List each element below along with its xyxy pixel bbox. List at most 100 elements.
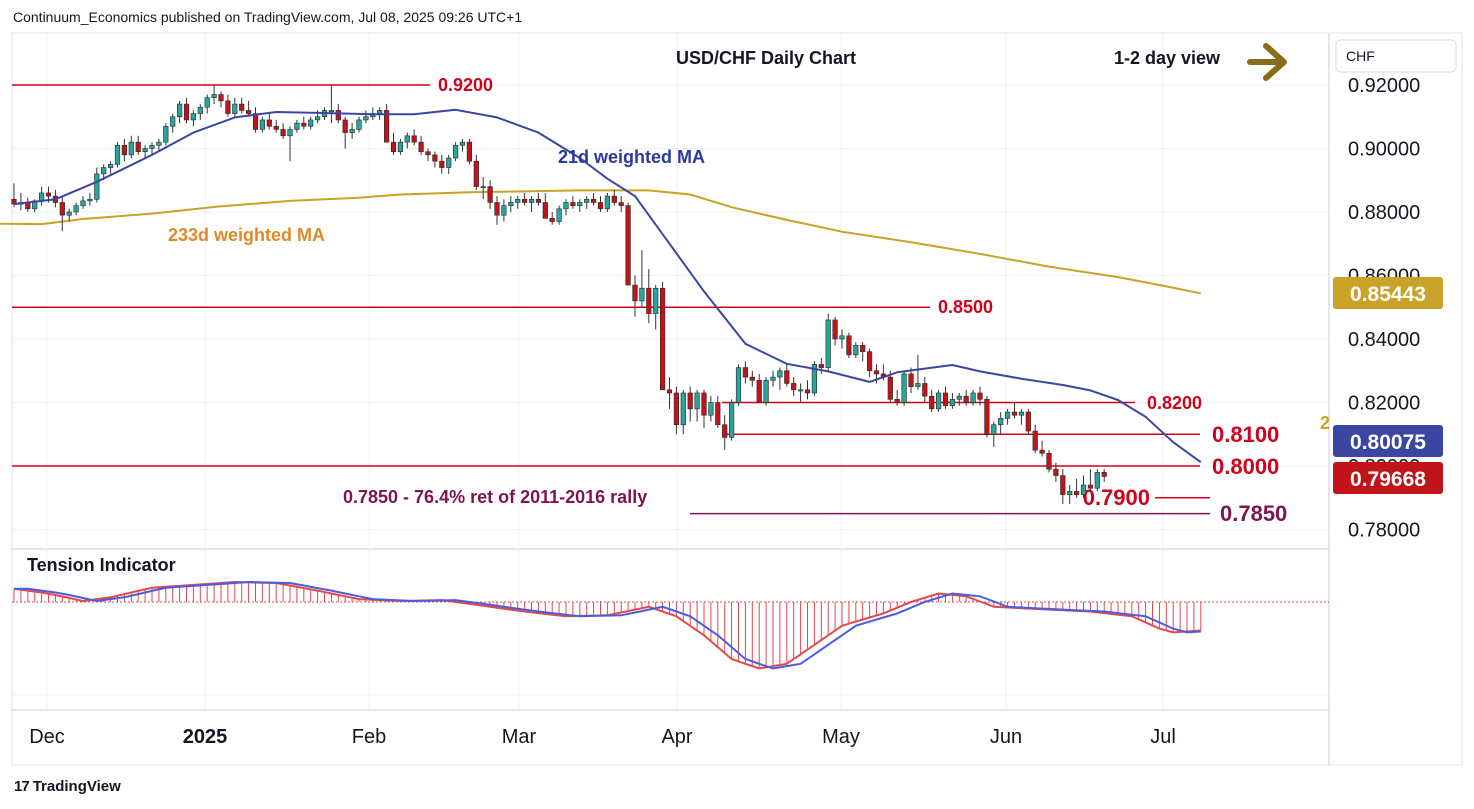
candle-body [998,418,1004,426]
chart-frame [11,32,1463,766]
candle-body [722,424,728,438]
indicator-blue-line [14,580,1201,670]
candle-body [459,141,466,146]
candle-body [363,116,369,121]
y-tick-label: 0.92000 [1348,75,1420,97]
candle-body [432,154,438,162]
candle-body [135,141,141,152]
candle-body [715,402,721,426]
candle-body [1080,484,1087,495]
candle-body [480,186,486,189]
candle-body [1101,472,1107,477]
candle-body [963,395,969,403]
candle-body [1053,468,1059,476]
tradingview-mark-icon: 17 [14,778,30,795]
level-label: 0.7900 [1083,485,1150,510]
candle-body [390,141,397,152]
candle-body [80,200,86,206]
candle-body [1094,472,1100,489]
x-tick-label: Feb [352,726,386,748]
x-tick-label: 2025 [183,726,228,748]
y-tick-label: 0.84000 [1348,329,1420,351]
candle-body [439,160,445,168]
candle-body [577,202,583,206]
price-badge-label: 0.85443 [1350,283,1426,306]
candle-body [825,319,831,368]
candle-body [1025,411,1031,432]
candle-body [232,103,238,114]
candles-group [11,85,1107,505]
currency-box[interactable] [1335,39,1457,73]
x-tick-label: Jul [1150,726,1176,748]
price-badge-label: 0.80075 [1350,431,1426,454]
candle-body [735,367,742,403]
candle-body [922,383,928,397]
candle-body [204,97,210,108]
candle-body [915,383,921,387]
candle-body [211,94,217,99]
candle-body [101,167,107,175]
level-label: 0.8200 [1147,393,1202,413]
candle-body [197,106,203,114]
candle-body [1032,430,1038,451]
candle-body [625,205,631,286]
candle-body [280,129,286,137]
price-badge [1333,425,1443,457]
candle-body [542,202,548,219]
candle-body [970,392,976,403]
candle-body [266,119,272,127]
candle-body [777,370,783,378]
candle-body [508,202,514,206]
candle-body [984,399,990,435]
candle-body [259,119,266,130]
indicator-title: Tension Indicator [27,555,176,575]
candle-body [611,195,617,203]
candle-body [701,392,707,416]
candle-body [328,110,335,112]
candle-body [342,119,348,133]
candle-body [528,199,535,203]
x-tick-label: Dec [29,726,65,748]
ma21-line-group [13,108,1202,464]
y-tick-label: 0.78000 [1348,520,1420,542]
candle-body [763,379,769,403]
candle-body [784,370,790,384]
ma21-line [13,108,1202,464]
candle-body [170,116,176,127]
candle-body [239,103,245,111]
candle-body [356,119,362,130]
candle-body [94,173,100,200]
candle-body [860,345,866,353]
candle-body [487,186,493,203]
levels-group: 0.9200 0.8500 0.8200 0.8100 0.8000 0.7900 0.78… [12,75,1287,526]
level-label: 0.8000 [1212,454,1279,479]
candle-body [646,287,652,314]
candle-body [163,125,169,143]
candle-body [549,218,555,222]
tradingview-logo[interactable]: 17 TradingView [14,778,121,795]
candle-body [853,345,859,356]
candle-body [666,389,673,394]
publisher-line: Continuum_Economics published on Trading… [13,9,523,25]
candle-body [149,145,155,149]
candle-body [556,208,562,222]
candle-body [742,367,748,378]
candle-body [349,129,355,133]
candle-body [659,287,666,391]
candle-body [791,383,797,391]
candle-body [252,113,259,130]
candle-body [887,376,893,400]
candle-body [832,319,838,340]
candle-body [894,399,900,403]
candle-body [873,370,880,375]
candle-body [121,145,127,156]
candle-body [521,199,528,203]
candle-body [446,157,452,168]
candle-body [383,110,390,143]
candle-body [618,202,624,206]
candle-body [728,402,735,438]
candle-body [501,205,507,216]
x-tick-label: Mar [502,726,537,748]
candle-body [473,160,479,187]
candle-body [935,392,942,410]
